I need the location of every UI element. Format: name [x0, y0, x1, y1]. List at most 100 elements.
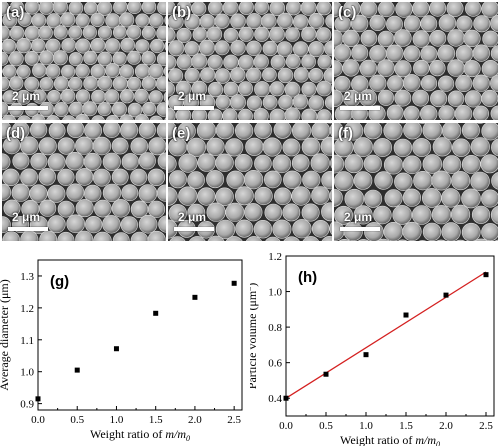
microsphere	[191, 2, 207, 16]
microsphere	[149, 115, 163, 120]
microsphere	[229, 94, 246, 111]
microsphere	[353, 205, 373, 225]
microsphere	[147, 168, 166, 187]
microsphere	[420, 45, 438, 63]
microsphere	[254, 186, 273, 206]
microsphere	[2, 168, 20, 187]
microsphere	[31, 114, 46, 120]
microsphere	[32, 89, 47, 104]
microsphere	[168, 107, 176, 120]
x-tick-label: 2.0	[439, 420, 453, 432]
microsphere	[230, 67, 246, 83]
microsphere	[163, 91, 166, 103]
microsphere	[2, 114, 16, 120]
microsphere	[65, 152, 85, 171]
microsphere	[112, 232, 130, 241]
microsphere	[45, 63, 61, 79]
microsphere	[45, 38, 61, 54]
microsphere	[62, 115, 76, 120]
microsphere	[20, 168, 39, 187]
microsphere	[39, 77, 54, 92]
microsphere	[168, 170, 187, 189]
microsphere	[104, 89, 120, 104]
data-point	[192, 294, 198, 300]
microsphere	[490, 45, 498, 62]
microsphere	[119, 64, 134, 79]
microsphere	[412, 2, 430, 18]
microsphere	[357, 239, 370, 241]
microsphere	[351, 44, 369, 62]
microsphere	[412, 30, 431, 48]
microsphere	[83, 76, 99, 91]
microsphere	[206, 137, 225, 156]
microsphere	[385, 44, 404, 63]
microsphere	[61, 64, 76, 79]
microsphere	[2, 183, 12, 201]
microsphere	[119, 12, 135, 28]
microsphere	[431, 170, 452, 191]
microsphere	[384, 189, 403, 208]
microsphere	[412, 89, 430, 107]
microsphere	[120, 216, 139, 234]
microsphere	[269, 81, 285, 97]
microsphere	[334, 44, 352, 62]
microsphere	[420, 15, 438, 33]
microsphere	[20, 136, 39, 155]
microsphere	[461, 188, 481, 209]
microsphere	[141, 25, 156, 40]
microsphere	[472, 74, 490, 92]
microsphere	[230, 40, 246, 56]
microsphere	[412, 138, 432, 157]
microsphere	[230, 13, 246, 30]
microsphere	[292, 94, 308, 110]
microsphere	[480, 154, 498, 174]
x-tick-label: 0.0	[31, 414, 45, 426]
microsphere	[94, 199, 112, 218]
microsphere	[47, 90, 61, 104]
y-tick-label: 1.0	[20, 367, 34, 379]
microsphere	[207, 81, 224, 98]
microsphere	[83, 184, 102, 203]
microsphere	[113, 2, 128, 15]
microsphere	[126, 24, 142, 40]
microsphere	[334, 15, 351, 33]
microsphere	[291, 186, 311, 206]
microsphere	[491, 171, 498, 190]
scale-bar-label: 2 μm	[344, 89, 373, 103]
microsphere	[178, 186, 198, 206]
microsphere	[198, 39, 215, 56]
microsphere	[244, 203, 263, 222]
microsphere	[47, 215, 66, 234]
microsphere	[91, 115, 105, 120]
microsphere	[127, 50, 142, 65]
microsphere	[156, 76, 166, 92]
microsphere	[31, 13, 47, 28]
microsphere	[317, 54, 332, 70]
microsphere	[470, 137, 490, 157]
sem-panel-f: (f) 2 μm	[334, 123, 498, 241]
microsphere	[438, 14, 457, 32]
microsphere	[394, 89, 412, 107]
microsphere	[9, 25, 25, 41]
data-point	[153, 310, 159, 316]
microsphere	[429, 2, 447, 17]
microsphere	[363, 123, 383, 140]
microsphere	[2, 38, 17, 54]
panel-label: (f)	[338, 125, 353, 142]
microsphere	[481, 89, 498, 107]
microsphere	[455, 75, 473, 93]
plot-g: 0.0 0.5 1.0 1.5 2.0 2.5 0.9 1.0 1.1 1.2 1.3 (g) Weig…	[0, 246, 248, 446]
microsphere	[197, 187, 216, 206]
microsphere	[177, 123, 196, 141]
microsphere	[377, 238, 390, 241]
microsphere	[200, 67, 216, 83]
microsphere	[334, 154, 345, 174]
microsphere	[187, 203, 206, 222]
microsphere	[234, 154, 253, 172]
microsphere	[92, 136, 112, 156]
microsphere	[225, 236, 243, 241]
microsphere	[431, 205, 451, 225]
x-tick-label: 2.5	[227, 414, 241, 426]
microsphere	[276, 41, 293, 57]
scale-bar	[8, 227, 48, 231]
